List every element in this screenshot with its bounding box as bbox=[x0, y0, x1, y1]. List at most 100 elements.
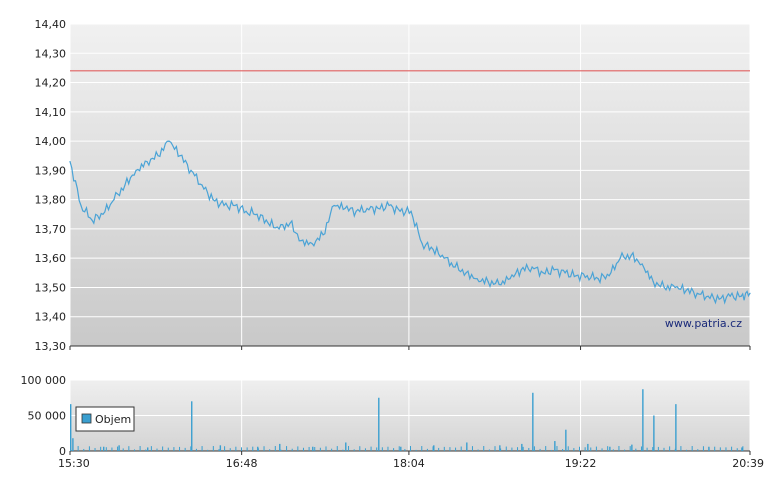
volume-bar-minor bbox=[686, 449, 688, 451]
volume-bar-minor bbox=[314, 447, 316, 451]
price-data-point bbox=[520, 269, 522, 271]
price-data-point bbox=[575, 275, 577, 277]
x-tick-label: 15:30 bbox=[58, 457, 90, 470]
volume-bar-minor bbox=[477, 449, 479, 451]
price-data-point bbox=[388, 204, 390, 207]
price-data-point bbox=[399, 210, 401, 212]
volume-bar-minor bbox=[691, 446, 693, 451]
volume-y-tick-label: 50 000 bbox=[28, 410, 67, 423]
volume-bar-minor bbox=[505, 446, 507, 451]
volume-y-tick-label: 100 000 bbox=[21, 374, 67, 387]
volume-bar-minor bbox=[657, 446, 659, 451]
price-data-point bbox=[344, 207, 346, 210]
volume-bar-minor bbox=[607, 446, 609, 451]
price-y-tick-label: 14,30 bbox=[35, 47, 67, 60]
price-data-point bbox=[564, 272, 566, 274]
volume-bar-minor bbox=[111, 447, 113, 451]
volume-bar-minor bbox=[280, 449, 282, 451]
price-y-tick-label: 13,50 bbox=[35, 281, 67, 294]
price-data-point bbox=[234, 204, 236, 207]
volume-bar-minor bbox=[460, 446, 462, 451]
volume-bar bbox=[191, 401, 193, 451]
volume-bar-minor bbox=[550, 449, 552, 451]
x-tick-label: 18:04 bbox=[393, 457, 425, 470]
volume-bar-minor bbox=[263, 446, 265, 451]
volume-bar-minor bbox=[393, 448, 395, 451]
volume-bar-minor bbox=[190, 446, 192, 451]
price-data-point bbox=[278, 228, 280, 230]
volume-bar-minor bbox=[432, 446, 434, 451]
volume-bar-minor bbox=[528, 447, 530, 451]
volume-bar-minor bbox=[353, 449, 355, 451]
volume-bar-minor bbox=[150, 446, 152, 451]
volume-panel: 0 50 000 100 000 15:30 16:48 18:04 19:22 20:39 bbox=[21, 374, 765, 470]
price-data-point bbox=[179, 155, 181, 157]
volume-bar bbox=[609, 446, 611, 451]
volume-bar-minor bbox=[336, 446, 338, 451]
price-data-point bbox=[245, 210, 247, 212]
volume-bar-minor bbox=[359, 446, 361, 451]
volume-bar-minor bbox=[167, 447, 169, 451]
volume-bar-minor bbox=[381, 447, 383, 451]
volume-legend: Objem bbox=[75, 406, 135, 432]
price-data-point bbox=[69, 160, 71, 163]
price-data-point bbox=[157, 155, 159, 157]
volume-bar-minor bbox=[533, 446, 535, 451]
legend-swatch bbox=[81, 413, 92, 424]
price-data-point bbox=[586, 275, 588, 277]
volume-bar-minor bbox=[162, 446, 164, 451]
volume-bar-minor bbox=[291, 448, 293, 451]
volume-bar bbox=[631, 444, 633, 451]
price-data-point bbox=[487, 281, 489, 283]
volume-bar-minor bbox=[201, 446, 203, 451]
price-data-point bbox=[146, 160, 148, 163]
watermark: www.patria.cz bbox=[665, 317, 742, 330]
volume-bar-minor bbox=[128, 446, 130, 451]
volume-bar bbox=[219, 445, 222, 451]
volume-bar-minor bbox=[156, 448, 158, 451]
volume-bar-minor bbox=[640, 446, 642, 451]
price-y-tick-label: 13,90 bbox=[35, 164, 67, 177]
volume-bar-minor bbox=[269, 449, 271, 451]
volume-bar-minor bbox=[443, 446, 445, 451]
volume-bar bbox=[653, 415, 655, 451]
volume-bar-minor bbox=[274, 446, 276, 451]
price-y-tick-label: 13,60 bbox=[35, 252, 67, 265]
volume-bar bbox=[708, 446, 710, 451]
volume-bar-minor bbox=[212, 446, 214, 451]
volume-bar-minor bbox=[302, 447, 304, 451]
volume-bar bbox=[400, 446, 402, 451]
price-data-point bbox=[322, 234, 324, 236]
price-data-point bbox=[432, 248, 434, 250]
price-data-point bbox=[410, 210, 412, 212]
price-data-point bbox=[355, 210, 357, 212]
volume-bar bbox=[147, 447, 149, 451]
price-data-point bbox=[597, 278, 599, 280]
volume-bar-minor bbox=[410, 446, 411, 451]
volume-bar bbox=[521, 443, 523, 451]
volume-bar-minor bbox=[736, 448, 738, 451]
volume-bar-minor bbox=[567, 446, 569, 451]
volume-bar bbox=[587, 443, 589, 451]
volume-bar-minor bbox=[224, 446, 226, 451]
volume-bar bbox=[70, 404, 72, 451]
volume-bar-minor bbox=[286, 446, 288, 451]
volume-bar-minor bbox=[697, 449, 699, 451]
price-data-point bbox=[289, 222, 291, 224]
price-y-tick-label: 14,10 bbox=[35, 106, 67, 119]
volume-bar-minor bbox=[421, 446, 423, 451]
volume-bar-minor bbox=[117, 446, 119, 451]
volume-bar-minor bbox=[77, 446, 79, 451]
volume-bar-minor bbox=[590, 447, 592, 451]
volume-bar bbox=[103, 446, 105, 451]
volume-bar-minor bbox=[601, 448, 603, 451]
volume-bar-minor bbox=[218, 449, 220, 451]
volume-bar-minor bbox=[139, 446, 141, 451]
price-data-point bbox=[201, 184, 203, 186]
volume-bar-minor bbox=[669, 446, 671, 451]
volume-bar bbox=[532, 392, 534, 451]
volume-bar-minor bbox=[652, 447, 654, 451]
price-data-point bbox=[740, 295, 742, 297]
volume-bar-minor bbox=[297, 446, 299, 451]
volume-bar-minor bbox=[133, 449, 135, 451]
